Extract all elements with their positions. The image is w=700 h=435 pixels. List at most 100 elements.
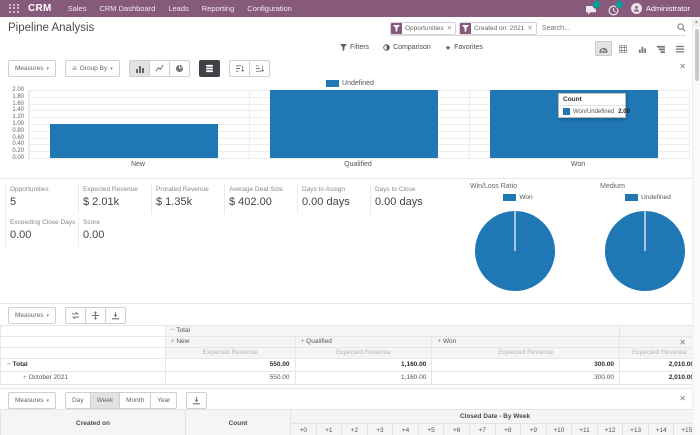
filters-menu[interactable]: Filters: [340, 44, 369, 51]
interval-day-button[interactable]: Day: [65, 392, 91, 409]
pivot-col-header-total[interactable]: − Total: [165, 326, 619, 337]
view-graph-button[interactable]: [633, 41, 650, 56]
comparison-menu[interactable]: Comparison: [383, 44, 431, 51]
tooltip-label: Won/Undefined: [573, 109, 614, 115]
search-facet-opportunities: Opportunities✕: [390, 22, 456, 35]
cohort-measures-button[interactable]: Measures ▾: [8, 392, 56, 409]
favorites-menu[interactable]: ★ Favorites: [445, 44, 483, 52]
medium-pie-chart[interactable]: [588, 203, 700, 295]
view-list-button[interactable]: [671, 41, 688, 56]
pivot-value-cell: 2,010.00: [620, 372, 700, 385]
favorites-label: Favorites: [454, 44, 483, 51]
bar-new[interactable]: [50, 124, 218, 158]
pivot-corner: [1, 348, 166, 359]
search-input[interactable]: [540, 24, 674, 33]
pivot-measure-header[interactable]: Expected Revenue: [620, 348, 700, 359]
cohort-table: Created onCountClosed Date - By Week+0+1…: [0, 409, 700, 435]
pivot-row-label[interactable]: + October 2021: [1, 372, 166, 385]
cohort-col-header: +9: [521, 424, 547, 435]
kpi-label: Days to Assign: [302, 186, 373, 193]
search-icon[interactable]: [677, 19, 686, 37]
kpi-average-deal-size[interactable]: Average Deal Size$ 402.00: [224, 184, 300, 214]
view-dashboard-button[interactable]: [595, 41, 612, 56]
facet-label: Opportunities: [402, 25, 447, 32]
interval-year-button[interactable]: Year: [150, 392, 177, 409]
kpi-days-to-close[interactable]: Days to Close 0.00 days: [370, 184, 446, 214]
pivot-subview: Measures ▾ ✕ − Total+ New+ Qualified+ Wo…: [0, 303, 700, 389]
menu-reporting[interactable]: Reporting: [202, 0, 235, 17]
view-pivot-button[interactable]: [614, 41, 631, 56]
kpi-prorated-revenue[interactable]: Prorated Revenue$ 1.35k: [151, 184, 227, 214]
facet-remove-icon[interactable]: ✕: [447, 24, 455, 32]
kpi-score[interactable]: Score0.00: [78, 217, 154, 247]
y-axis-tick: 0.00: [0, 155, 24, 162]
pie-legend[interactable]: Won: [458, 194, 578, 201]
menu-crm-dashboard[interactable]: CRM Dashboard: [99, 0, 155, 17]
pie-title: Win/Loss Ratio: [458, 183, 578, 190]
kpi-exceeding-close-days[interactable]: Exceeding Close Days0.00: [5, 217, 81, 247]
scrollbar-thumb[interactable]: [695, 29, 699, 81]
facet-remove-icon[interactable]: ✕: [527, 24, 535, 32]
pivot-col-header-qualified[interactable]: + Qualified: [295, 337, 432, 348]
filters-label: Filters: [350, 44, 369, 51]
kpi-label: Opportunities: [10, 186, 81, 193]
kpi-value: 0.00 days: [375, 196, 446, 208]
expand-icon[interactable]: +: [437, 338, 443, 345]
download-icon[interactable]: [105, 307, 126, 324]
expand-icon[interactable]: +: [301, 338, 307, 345]
apps-menu-icon[interactable]: [9, 4, 19, 14]
download-icon[interactable]: [186, 392, 207, 409]
graph-close-icon[interactable]: ✕: [679, 62, 686, 71]
pivot-col-header-new[interactable]: + New: [165, 337, 295, 348]
legend-label: Undefined: [641, 194, 671, 201]
cohort-count-header: Count: [186, 410, 291, 435]
menu-configuration[interactable]: Configuration: [247, 0, 292, 17]
user-menu[interactable]: Administrator: [631, 3, 690, 14]
cohort-toolbar: Measures ▾ DayWeekMonthYear: [8, 392, 207, 409]
pie-title: Medium: [588, 183, 700, 190]
kpi-label: Exceeding Close Days: [10, 219, 81, 226]
kpi-value: $ 2.01k: [83, 196, 154, 208]
expand-icon[interactable]: +: [23, 374, 29, 381]
collapse-icon[interactable]: −: [171, 327, 176, 334]
messages-icon[interactable]: [585, 3, 597, 14]
flip-axis-button[interactable]: [65, 307, 86, 324]
measures-label: Measures: [15, 397, 44, 404]
kpi-label: Days to Close: [375, 186, 446, 193]
search-bar[interactable]: Opportunities✕Created on: 2021✕: [390, 21, 686, 36]
search-facets: Opportunities✕Created on: 2021✕: [390, 22, 537, 35]
winloss-pie-chart[interactable]: [458, 203, 578, 295]
cohort-subview: Measures ▾ DayWeekMonthYear ✕ Created on…: [0, 388, 700, 435]
x-axis-label-new: New: [28, 161, 248, 168]
activities-clock-icon[interactable]: [608, 3, 620, 14]
winloss-pie-panel: Win/Loss Ratio Won: [458, 183, 578, 295]
facet-label: Created on: 2021: [471, 25, 527, 32]
menu-sales[interactable]: Sales: [68, 0, 87, 17]
kpi-expected-revenue[interactable]: Expected Revenue$ 2.01k: [78, 184, 154, 214]
expand-icon[interactable]: +: [171, 338, 177, 345]
vertical-scrollbar[interactable]: ▲: [692, 17, 700, 435]
bar-qualified[interactable]: [270, 90, 438, 158]
pivot-measure-header[interactable]: Expected Revenue: [295, 348, 432, 359]
tooltip-row: Won/Undefined 2.00: [559, 106, 625, 117]
collapse-icon[interactable]: −: [7, 361, 13, 368]
pivot-close-icon[interactable]: ✕: [679, 338, 686, 347]
pivot-col-header-won[interactable]: + Won: [432, 337, 620, 348]
pivot-measure-header[interactable]: Expected Revenue: [165, 348, 295, 359]
gridline: [29, 90, 30, 158]
menu-leads[interactable]: Leads: [168, 0, 188, 17]
kpi-days-to-assign[interactable]: Days to Assign0.00 days: [297, 184, 373, 214]
expand-all-button[interactable]: [85, 307, 106, 324]
pivot-measures-button[interactable]: Measures ▾: [8, 307, 56, 324]
view-cohort-button[interactable]: [652, 41, 669, 56]
app-name[interactable]: CRM: [28, 3, 52, 14]
pivot-measure-header[interactable]: Expected Revenue: [432, 348, 620, 359]
cohort-close-icon[interactable]: ✕: [679, 394, 686, 403]
interval-month-button[interactable]: Month: [119, 392, 151, 409]
kpi-opportunities[interactable]: Opportunities5: [5, 184, 81, 214]
pivot-row-label[interactable]: − Total: [1, 359, 166, 372]
filter-facet-icon: [391, 23, 402, 34]
pie-legend[interactable]: Undefined: [588, 194, 700, 201]
interval-week-button[interactable]: Week: [90, 392, 121, 409]
scroll-up-arrow-icon[interactable]: ▲: [693, 17, 700, 27]
